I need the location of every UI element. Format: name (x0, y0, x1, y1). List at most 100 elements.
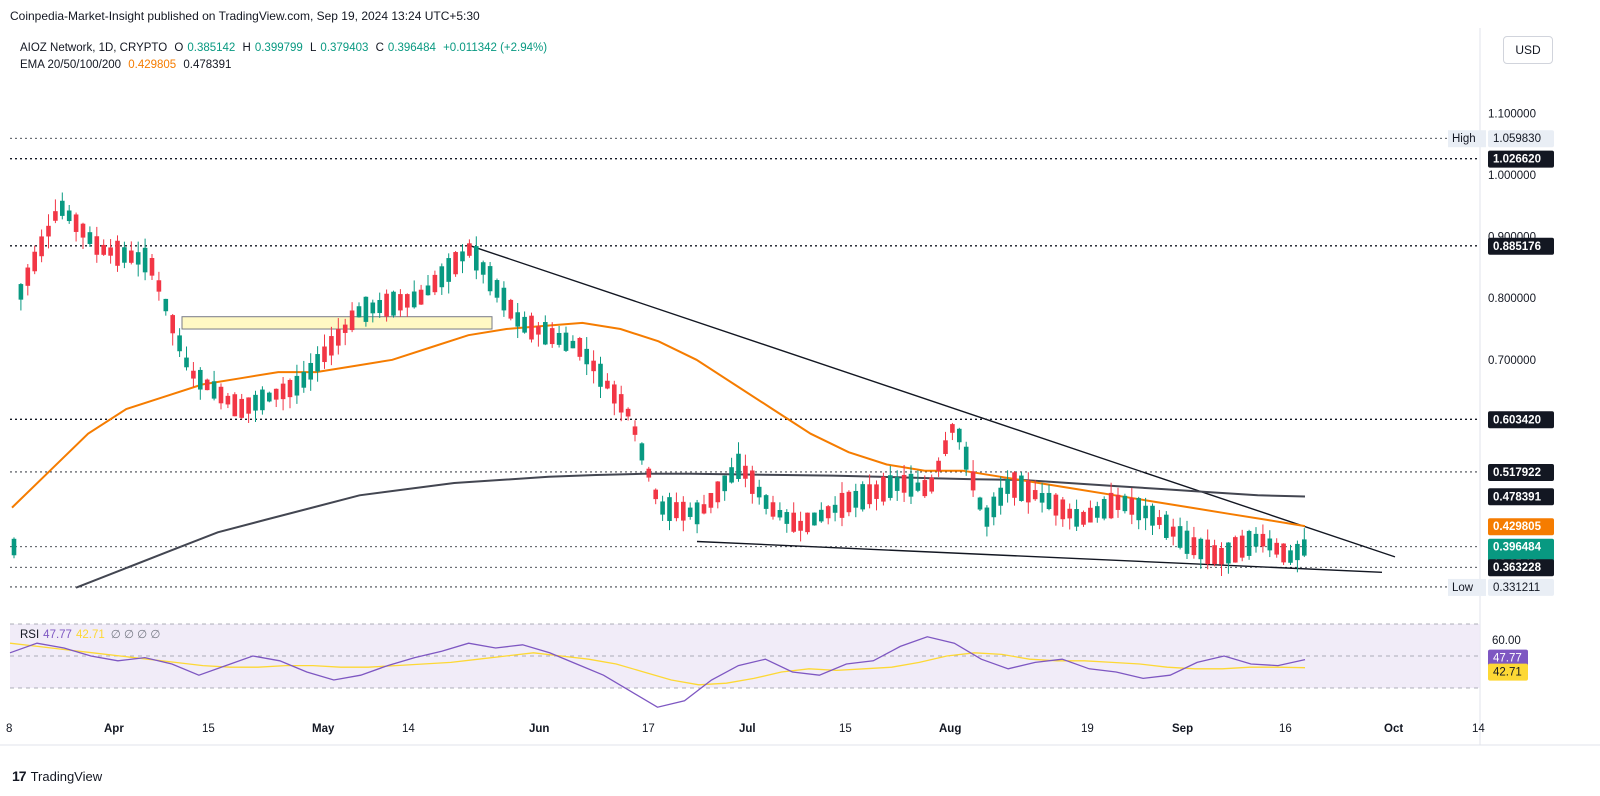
price-label-tag-bg (1448, 130, 1486, 148)
candle-body (522, 316, 527, 333)
price-label-value: 0.885176 (1493, 241, 1541, 253)
rsi-label[interactable]: RSI (20, 629, 40, 641)
candle-body (1157, 517, 1162, 525)
price-chart[interactable]: 1.1000001.0000000.9000000.8000000.700000… (0, 0, 1600, 760)
candle-body (936, 460, 941, 471)
candle-body (888, 475, 893, 498)
candle-body (646, 468, 652, 478)
x-tick-label: 15 (839, 723, 852, 735)
candle-body (536, 326, 541, 335)
high-value: 0.399799 (254, 42, 303, 54)
candle-body (46, 225, 51, 237)
candle-body (957, 428, 962, 443)
candle-body (398, 294, 403, 311)
candle-body (315, 354, 320, 372)
candle-body (784, 512, 790, 524)
rsi-value: 47.77 (43, 629, 72, 641)
candle-body (632, 426, 638, 435)
candle-body (494, 280, 500, 298)
rsi-value-bg (1488, 649, 1528, 667)
ema50-line (11, 321, 1306, 528)
upper-trendline (466, 243, 1396, 558)
candle-body (1295, 543, 1300, 561)
candle-body (129, 250, 134, 263)
candle-body (1260, 533, 1266, 547)
candle-body (308, 362, 313, 380)
candle-body (198, 369, 203, 390)
symbol-name[interactable]: AIOZ Network, 1D, CRYPTO (20, 42, 168, 54)
price-label-bg (1488, 463, 1554, 481)
candle-body (1281, 543, 1286, 563)
candle-body (846, 491, 852, 513)
candle-body (218, 386, 224, 404)
candle-body (87, 232, 93, 244)
y-tick-label: 1.000000 (1488, 170, 1536, 182)
candle-body (715, 481, 721, 503)
candle-body (529, 315, 534, 340)
candle-body (467, 243, 472, 256)
rsi-value-label: 47.77 (1493, 653, 1522, 665)
candle-body (1129, 497, 1135, 515)
candle-body (977, 497, 983, 510)
candle-body (260, 389, 265, 411)
symbol-legend: AIOZ Network, 1D, CRYPTO O 0.385142 H 0.39… (20, 40, 551, 74)
ema-label[interactable]: EMA 20/50/100/200 (20, 59, 122, 71)
candle-body (1046, 492, 1052, 510)
candle-body (184, 357, 189, 368)
candle-body (1143, 505, 1148, 519)
candle-body (122, 247, 127, 263)
candle-body (191, 370, 196, 379)
candle-body (1212, 545, 1217, 565)
candle-body (1136, 498, 1141, 521)
candle-body (204, 379, 210, 391)
candle-body (1005, 479, 1010, 494)
x-tick-label: 15 (202, 723, 215, 735)
candle-body (1053, 494, 1059, 516)
candle-body (1032, 490, 1038, 500)
published-caption: Coinpedia-Market-Insight published on Tr… (10, 9, 480, 23)
candle-body (1150, 505, 1155, 526)
price-label-value: 0.363228 (1493, 562, 1542, 574)
candle-body (108, 247, 113, 256)
candle-body (1108, 492, 1114, 519)
candle-body (998, 487, 1003, 506)
candle-body (474, 246, 479, 271)
close-value: 0.396484 (387, 42, 436, 54)
candle-body (1088, 507, 1093, 523)
candle-body (94, 236, 100, 255)
candle-body (501, 287, 507, 311)
candle-body (1233, 537, 1238, 563)
price-label-bg (1488, 150, 1554, 168)
candle-body (342, 324, 348, 333)
high-label: H (242, 42, 251, 54)
x-tick-label: Jun (529, 723, 549, 735)
price-label-bg (1488, 488, 1554, 506)
candle-body (832, 504, 838, 513)
candle-body (584, 348, 589, 365)
candle-body (943, 440, 948, 454)
candle-body (377, 299, 382, 314)
price-label-tag-bg (1448, 578, 1486, 596)
lower-trendline (696, 540, 1383, 573)
candle-body (487, 266, 493, 292)
x-tick-label: Oct (1384, 723, 1403, 735)
candle-body (763, 495, 769, 509)
candle-body (1219, 547, 1224, 565)
candle-body (73, 214, 79, 232)
candle-body (1095, 506, 1100, 518)
candle-body (515, 312, 520, 327)
candle-body (556, 332, 562, 345)
candle-body (819, 509, 824, 522)
candle-body (1288, 550, 1293, 563)
candle-body (839, 492, 845, 518)
candle-body (232, 394, 238, 417)
candle-body (329, 336, 334, 356)
candle-body (439, 266, 445, 288)
currency-button[interactable]: USD (1503, 36, 1553, 64)
candle-body (639, 443, 645, 461)
candle-body (612, 384, 617, 404)
candle-body (1012, 472, 1017, 498)
candle-body (336, 328, 341, 346)
candle-body (460, 251, 465, 262)
candle-body (1198, 538, 1204, 560)
